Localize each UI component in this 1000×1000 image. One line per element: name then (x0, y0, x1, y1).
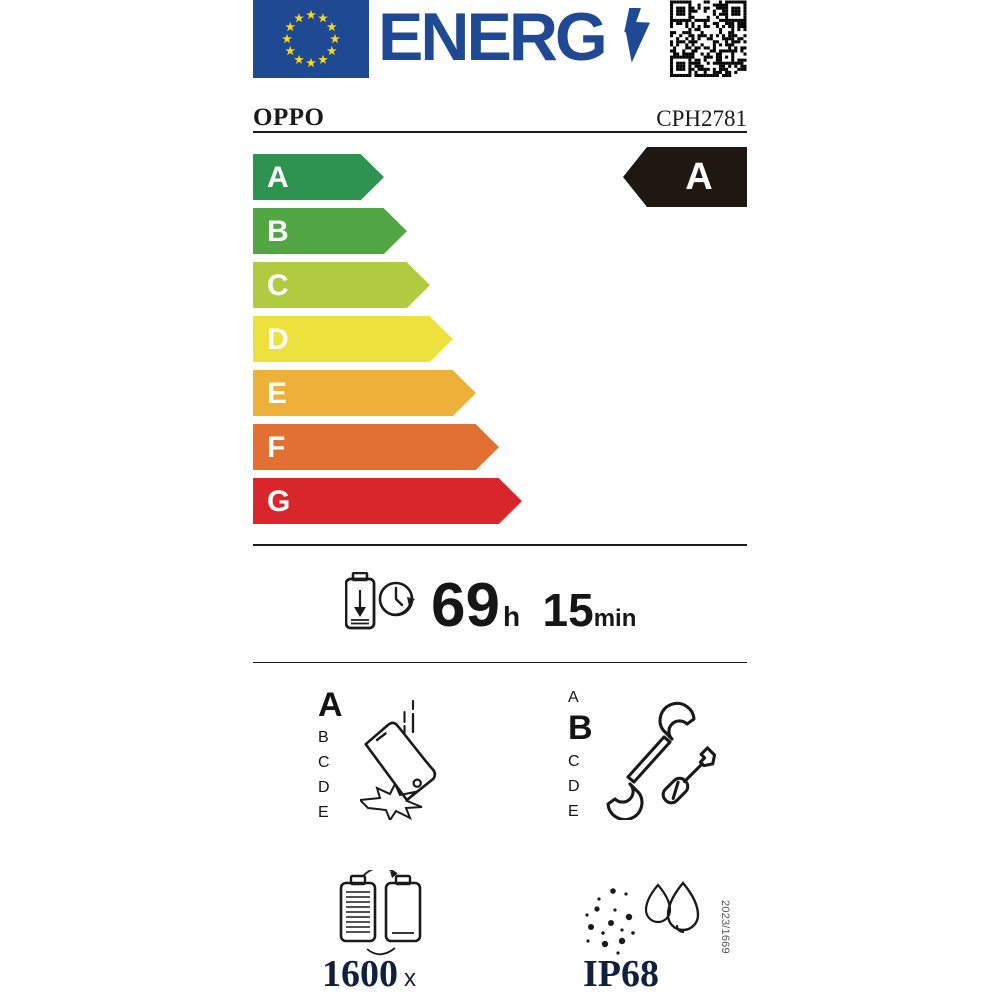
svg-text:B: B (267, 215, 289, 248)
svg-text:ENERG: ENERG (378, 0, 605, 75)
svg-text:D: D (267, 323, 289, 356)
svg-text:C: C (267, 269, 289, 302)
svg-text:A: A (267, 161, 289, 194)
svg-text:E: E (267, 377, 287, 410)
svg-text:G: G (267, 485, 290, 518)
svg-text:F: F (267, 431, 285, 464)
svg-text:A: A (685, 156, 712, 198)
